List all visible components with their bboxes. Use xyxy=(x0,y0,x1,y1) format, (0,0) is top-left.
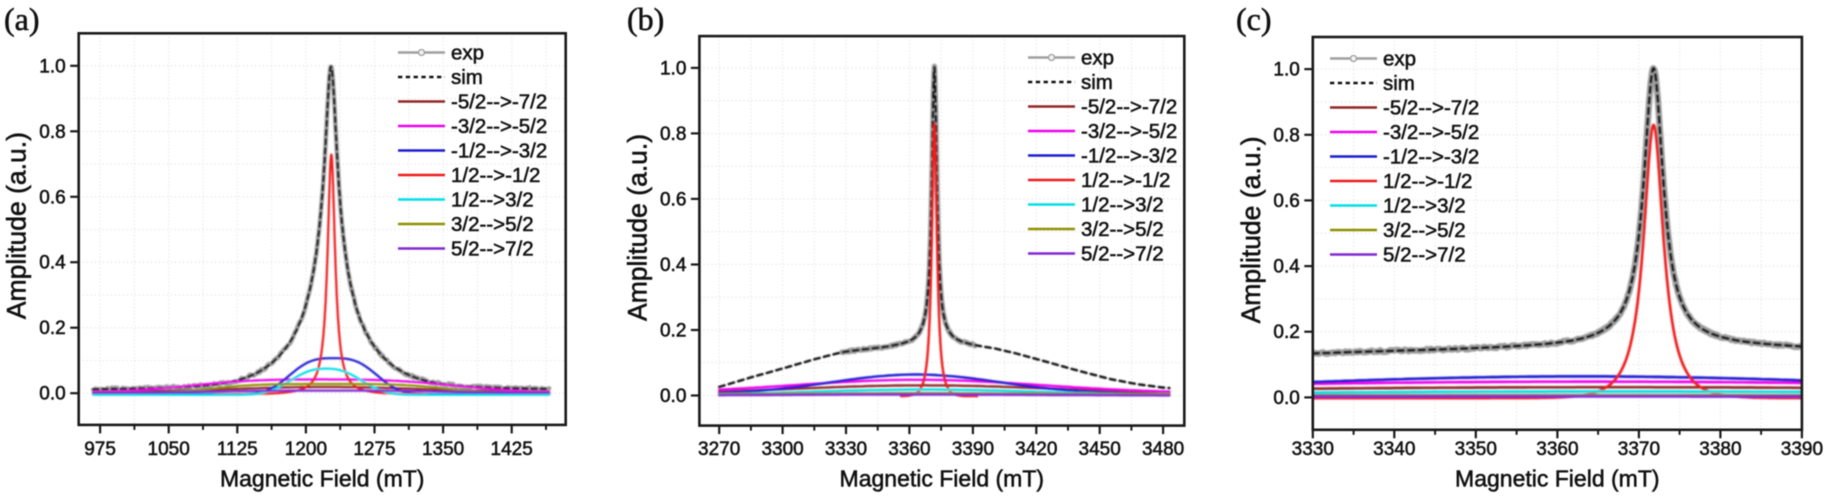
svg-text:-1/2-->-3/2: -1/2-->-3/2 xyxy=(1081,145,1177,168)
svg-text:1050: 1050 xyxy=(148,439,190,460)
svg-text:1200: 1200 xyxy=(285,439,327,460)
svg-text:Magnetic Field (mT): Magnetic Field (mT) xyxy=(840,466,1044,492)
svg-text:0.6: 0.6 xyxy=(660,189,686,210)
svg-text:3330: 3330 xyxy=(825,439,867,460)
svg-text:-1/2-->-3/2: -1/2-->-3/2 xyxy=(1383,146,1479,169)
svg-text:1350: 1350 xyxy=(422,439,464,460)
svg-text:3380: 3380 xyxy=(1699,439,1741,460)
svg-text:1/2-->-1/2: 1/2-->-1/2 xyxy=(1081,169,1170,192)
svg-text:3420: 3420 xyxy=(1015,439,1057,460)
svg-text:-3/2-->-5/2: -3/2-->-5/2 xyxy=(1383,121,1479,144)
svg-text:0.0: 0.0 xyxy=(1273,388,1299,409)
svg-text:-5/2-->-7/2: -5/2-->-7/2 xyxy=(451,91,547,114)
svg-text:Magnetic Field (mT): Magnetic Field (mT) xyxy=(220,466,424,492)
svg-text:1/2-->-1/2: 1/2-->-1/2 xyxy=(1383,170,1472,193)
svg-text:3350: 3350 xyxy=(1455,439,1497,460)
svg-text:0.4: 0.4 xyxy=(1273,257,1300,278)
svg-text:1.0: 1.0 xyxy=(39,56,65,77)
svg-text:1/2-->3/2: 1/2-->3/2 xyxy=(1081,194,1164,217)
svg-text:Amplitude (a.u.): Amplitude (a.u.) xyxy=(622,134,652,321)
svg-text:-5/2-->-7/2: -5/2-->-7/2 xyxy=(1081,96,1177,119)
svg-text:3270: 3270 xyxy=(698,439,740,460)
svg-text:3/2-->5/2: 3/2-->5/2 xyxy=(451,213,534,236)
svg-text:3360: 3360 xyxy=(1536,439,1578,460)
svg-text:0.6: 0.6 xyxy=(39,187,65,208)
svg-text:1.0: 1.0 xyxy=(1273,60,1299,81)
svg-text:(c): (c) xyxy=(1236,1,1272,37)
svg-text:Amplitude (a.u.): Amplitude (a.u.) xyxy=(1236,136,1266,323)
svg-text:3/2-->5/2: 3/2-->5/2 xyxy=(1383,219,1466,242)
svg-text:1/2-->-1/2: 1/2-->-1/2 xyxy=(451,164,540,187)
svg-text:sim: sim xyxy=(451,66,483,89)
svg-text:5/2-->7/2: 5/2-->7/2 xyxy=(1383,244,1466,267)
svg-text:3300: 3300 xyxy=(761,439,803,460)
svg-text:0.4: 0.4 xyxy=(660,255,687,276)
svg-text:1425: 1425 xyxy=(491,439,533,460)
svg-text:975: 975 xyxy=(84,439,116,460)
svg-text:0.8: 0.8 xyxy=(660,124,686,145)
svg-text:sim: sim xyxy=(1081,71,1113,94)
svg-text:3340: 3340 xyxy=(1373,439,1415,460)
svg-text:-1/2-->-3/2: -1/2-->-3/2 xyxy=(451,140,547,163)
svg-text:exp: exp xyxy=(1081,47,1114,70)
svg-text:exp: exp xyxy=(451,42,484,65)
svg-text:1275: 1275 xyxy=(353,439,395,460)
svg-text:-3/2-->-5/2: -3/2-->-5/2 xyxy=(1081,120,1177,143)
svg-text:0.2: 0.2 xyxy=(1273,322,1299,343)
svg-text:exp: exp xyxy=(1383,48,1416,71)
svg-text:3390: 3390 xyxy=(952,439,994,460)
svg-text:Amplitude (a.u.): Amplitude (a.u.) xyxy=(2,132,32,319)
svg-text:0.0: 0.0 xyxy=(660,386,686,407)
svg-text:1125: 1125 xyxy=(217,439,258,460)
svg-text:0.2: 0.2 xyxy=(39,318,65,339)
svg-text:0.8: 0.8 xyxy=(39,122,65,143)
svg-text:0.4: 0.4 xyxy=(39,253,66,274)
svg-text:1/2-->3/2: 1/2-->3/2 xyxy=(451,189,534,212)
svg-text:0.0: 0.0 xyxy=(39,384,65,405)
svg-text:1/2-->3/2: 1/2-->3/2 xyxy=(1383,195,1466,218)
svg-text:5/2-->7/2: 5/2-->7/2 xyxy=(451,238,534,261)
svg-text:(b): (b) xyxy=(627,1,664,37)
svg-text:3450: 3450 xyxy=(1079,439,1121,460)
svg-text:sim: sim xyxy=(1383,72,1415,95)
svg-text:3/2-->5/2: 3/2-->5/2 xyxy=(1081,218,1164,241)
svg-text:0.8: 0.8 xyxy=(1273,125,1299,146)
svg-text:0.6: 0.6 xyxy=(1273,191,1299,212)
svg-text:3480: 3480 xyxy=(1142,439,1184,460)
svg-text:0.2: 0.2 xyxy=(660,321,686,342)
svg-text:3330: 3330 xyxy=(1292,439,1334,460)
svg-text:3360: 3360 xyxy=(888,439,930,460)
svg-text:Magnetic Field (mT): Magnetic Field (mT) xyxy=(1455,466,1659,492)
svg-text:3390: 3390 xyxy=(1781,439,1823,460)
svg-text:(a): (a) xyxy=(4,1,40,37)
svg-text:-5/2-->-7/2: -5/2-->-7/2 xyxy=(1383,97,1479,120)
svg-text:1.0: 1.0 xyxy=(660,58,686,79)
svg-text:-3/2-->-5/2: -3/2-->-5/2 xyxy=(451,115,547,138)
svg-text:5/2-->7/2: 5/2-->7/2 xyxy=(1081,243,1164,266)
svg-text:3370: 3370 xyxy=(1618,439,1660,460)
